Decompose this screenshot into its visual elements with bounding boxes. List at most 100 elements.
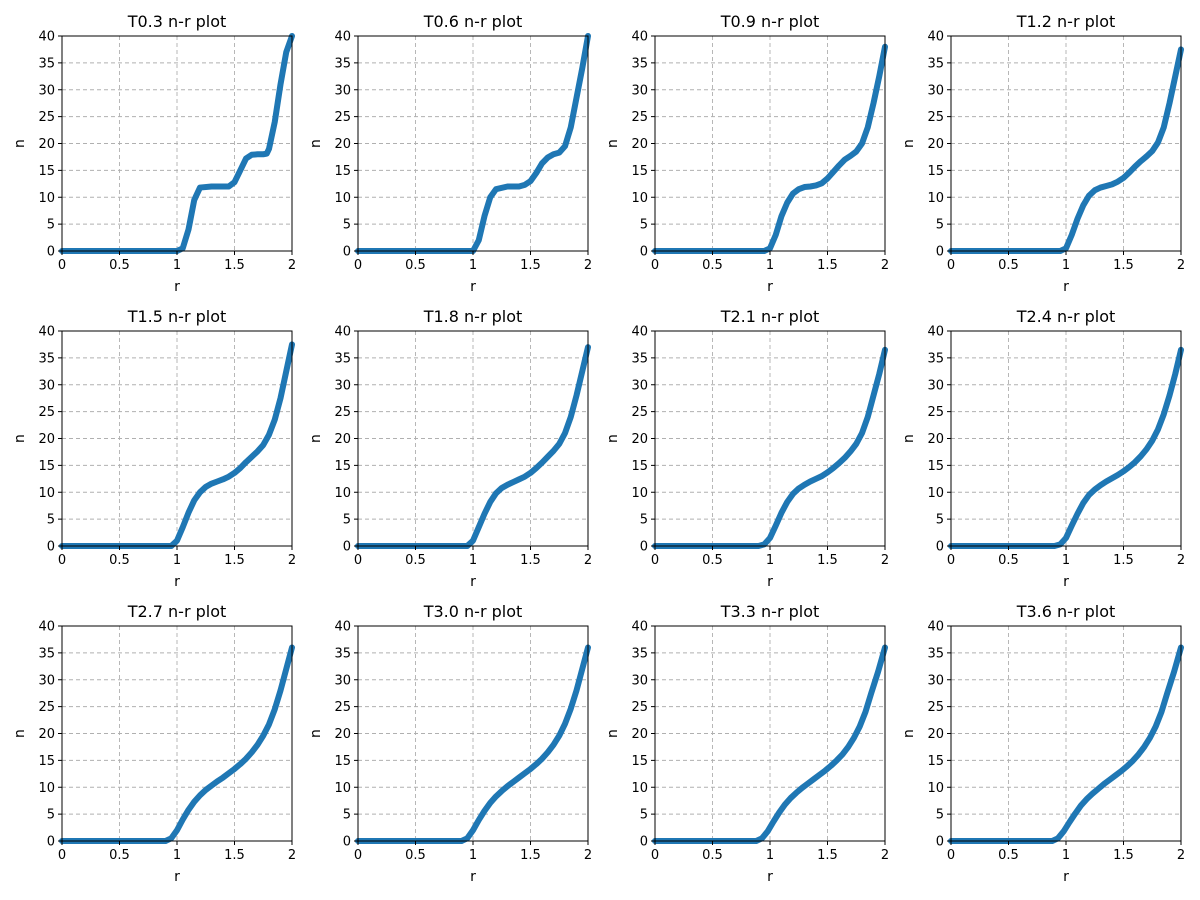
x-tick-label: 1.5	[817, 553, 838, 568]
y-tick-label: 5	[640, 218, 648, 233]
x-tick-label: 1	[173, 848, 181, 863]
y-tick-label: 35	[38, 646, 55, 661]
y-tick-label: 30	[334, 673, 351, 688]
x-tick-label: 1	[469, 848, 477, 863]
x-tick-label: 2	[881, 848, 889, 863]
y-tick-label: 0	[343, 540, 351, 555]
y-tick-label: 20	[334, 137, 351, 152]
y-tick-label: 20	[38, 727, 55, 742]
x-tick-label: 1	[766, 258, 774, 273]
y-tick-label: 25	[927, 700, 944, 715]
y-tick-label: 0	[640, 540, 648, 555]
x-tick-label: 0	[651, 258, 659, 273]
x-tick-label: 1.5	[520, 848, 541, 863]
y-tick-label: 5	[640, 513, 648, 528]
y-tick-label: 0	[640, 835, 648, 850]
y-tick-label: 10	[38, 781, 55, 796]
subplot-title: T3.3 n-r plot	[720, 602, 820, 621]
y-axis-label: n	[308, 434, 324, 443]
y-tick-label: 20	[927, 432, 944, 447]
x-tick-label: 0	[651, 553, 659, 568]
y-tick-label: 0	[47, 540, 55, 555]
series-line	[652, 346, 888, 549]
x-axis-label: r	[767, 574, 773, 590]
y-tick-label: 30	[631, 673, 648, 688]
y-tick-label: 5	[47, 513, 55, 528]
y-tick-label: 35	[927, 646, 944, 661]
x-tick-label: 1.5	[817, 258, 838, 273]
x-tick-label: 1.5	[817, 848, 838, 863]
y-tick-label: 20	[631, 137, 648, 152]
y-tick-label: 15	[38, 459, 55, 474]
y-tick-label: 5	[343, 218, 351, 233]
x-tick-label: 0.5	[702, 848, 723, 863]
y-tick-label: 30	[631, 83, 648, 98]
x-tick-label: 2	[584, 258, 592, 273]
y-tick-label: 20	[38, 432, 55, 447]
y-tick-label: 0	[343, 835, 351, 850]
subplot-title: T3.0 n-r plot	[423, 602, 523, 621]
y-tick-label: 20	[334, 727, 351, 742]
series-line	[59, 341, 295, 549]
y-tick-label: 35	[631, 351, 648, 366]
x-tick-label: 1.5	[224, 258, 245, 273]
x-tick-label: 1	[1062, 258, 1070, 273]
y-tick-label: 25	[631, 110, 648, 125]
subplot-title: T3.6 n-r plot	[1016, 602, 1116, 621]
y-tick-label: 10	[631, 191, 648, 206]
y-tick-label: 20	[927, 137, 944, 152]
y-axis-label: n	[901, 139, 917, 148]
subplot-title: T0.6 n-r plot	[423, 12, 523, 31]
y-tick-label: 40	[38, 325, 55, 340]
subplot-title: T1.5 n-r plot	[127, 307, 227, 326]
y-tick-label: 15	[38, 164, 55, 179]
y-tick-label: 30	[334, 83, 351, 98]
subplot-title: T2.4 n-r plot	[1016, 307, 1116, 326]
y-tick-label: 30	[927, 83, 944, 98]
y-tick-label: 35	[334, 56, 351, 71]
y-tick-label: 40	[927, 325, 944, 340]
y-tick-label: 40	[38, 30, 55, 45]
x-tick-label: 0.5	[998, 258, 1019, 273]
x-tick-label: 0.5	[405, 553, 426, 568]
x-tick-label: 2	[288, 848, 296, 863]
y-axis-label: n	[12, 139, 28, 148]
y-tick-label: 5	[936, 513, 944, 528]
y-tick-label: 25	[334, 405, 351, 420]
y-tick-label: 40	[334, 325, 351, 340]
x-tick-label: 0	[947, 848, 955, 863]
y-tick-label: 15	[334, 754, 351, 769]
x-tick-label: 0	[58, 258, 66, 273]
x-tick-label: 1.5	[1113, 258, 1134, 273]
y-tick-label: 40	[927, 30, 944, 45]
y-tick-label: 10	[38, 486, 55, 501]
x-tick-label: 0.5	[702, 553, 723, 568]
x-tick-label: 2	[1177, 553, 1185, 568]
y-tick-label: 40	[334, 30, 351, 45]
x-tick-label: 1	[173, 553, 181, 568]
x-tick-label: 2	[584, 848, 592, 863]
x-tick-label: 0	[354, 258, 362, 273]
x-tick-label: 0.5	[702, 258, 723, 273]
x-axis-label: r	[767, 869, 773, 885]
y-tick-label: 15	[927, 164, 944, 179]
y-axis-label: n	[308, 729, 324, 738]
x-tick-label: 1	[1062, 848, 1070, 863]
y-tick-label: 10	[334, 486, 351, 501]
x-tick-label: 0.5	[998, 553, 1019, 568]
y-tick-label: 10	[927, 781, 944, 796]
x-tick-label: 0.5	[405, 258, 426, 273]
y-tick-label: 25	[38, 405, 55, 420]
y-axis-label: n	[12, 729, 28, 738]
x-tick-label: 1.5	[1113, 848, 1134, 863]
y-tick-label: 25	[334, 700, 351, 715]
x-tick-label: 0.5	[405, 848, 426, 863]
x-tick-label: 1	[469, 553, 477, 568]
x-axis-label: r	[174, 279, 180, 295]
